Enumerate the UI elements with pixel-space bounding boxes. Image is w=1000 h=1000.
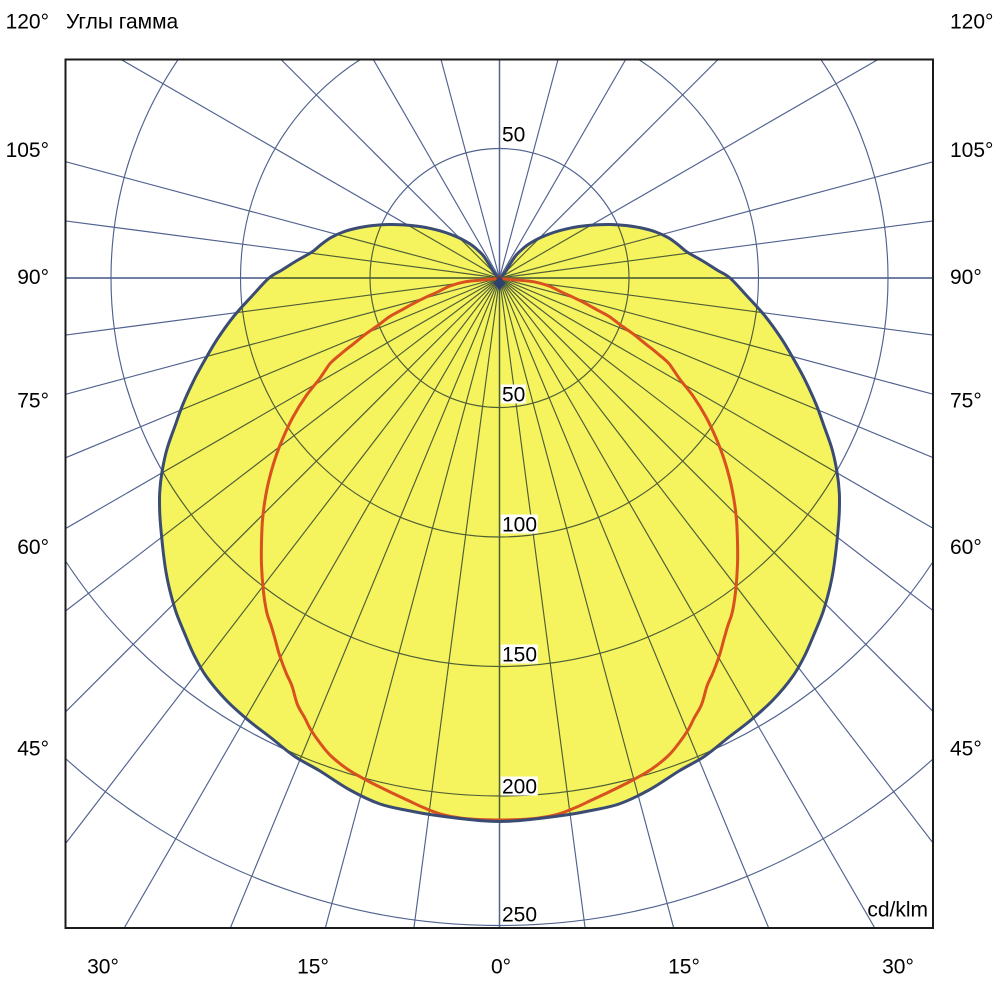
svg-text:30°: 30°: [882, 956, 914, 979]
svg-text:200: 200: [502, 776, 537, 799]
svg-text:0°: 0°: [491, 956, 511, 979]
svg-text:105°: 105°: [950, 139, 993, 162]
svg-text:120°: 120°: [6, 11, 49, 34]
svg-text:75°: 75°: [950, 390, 982, 413]
svg-text:50: 50: [502, 384, 525, 407]
svg-text:Углы гамма: Углы гамма: [66, 11, 179, 34]
svg-text:150: 150: [502, 644, 537, 667]
svg-text:45°: 45°: [17, 738, 49, 761]
svg-text:60°: 60°: [950, 536, 982, 559]
svg-text:60°: 60°: [17, 536, 49, 559]
svg-text:30°: 30°: [87, 956, 119, 979]
svg-text:15°: 15°: [297, 956, 329, 979]
svg-text:cd/klm: cd/klm: [867, 899, 928, 922]
svg-text:50: 50: [502, 124, 525, 147]
svg-text:75°: 75°: [17, 390, 49, 413]
svg-text:15°: 15°: [668, 956, 700, 979]
svg-text:250: 250: [502, 904, 537, 927]
svg-text:100: 100: [502, 514, 537, 537]
svg-text:120°: 120°: [950, 11, 993, 34]
svg-text:90°: 90°: [950, 266, 982, 289]
svg-text:105°: 105°: [6, 139, 49, 162]
svg-text:45°: 45°: [950, 738, 982, 761]
svg-text:90°: 90°: [17, 266, 49, 289]
